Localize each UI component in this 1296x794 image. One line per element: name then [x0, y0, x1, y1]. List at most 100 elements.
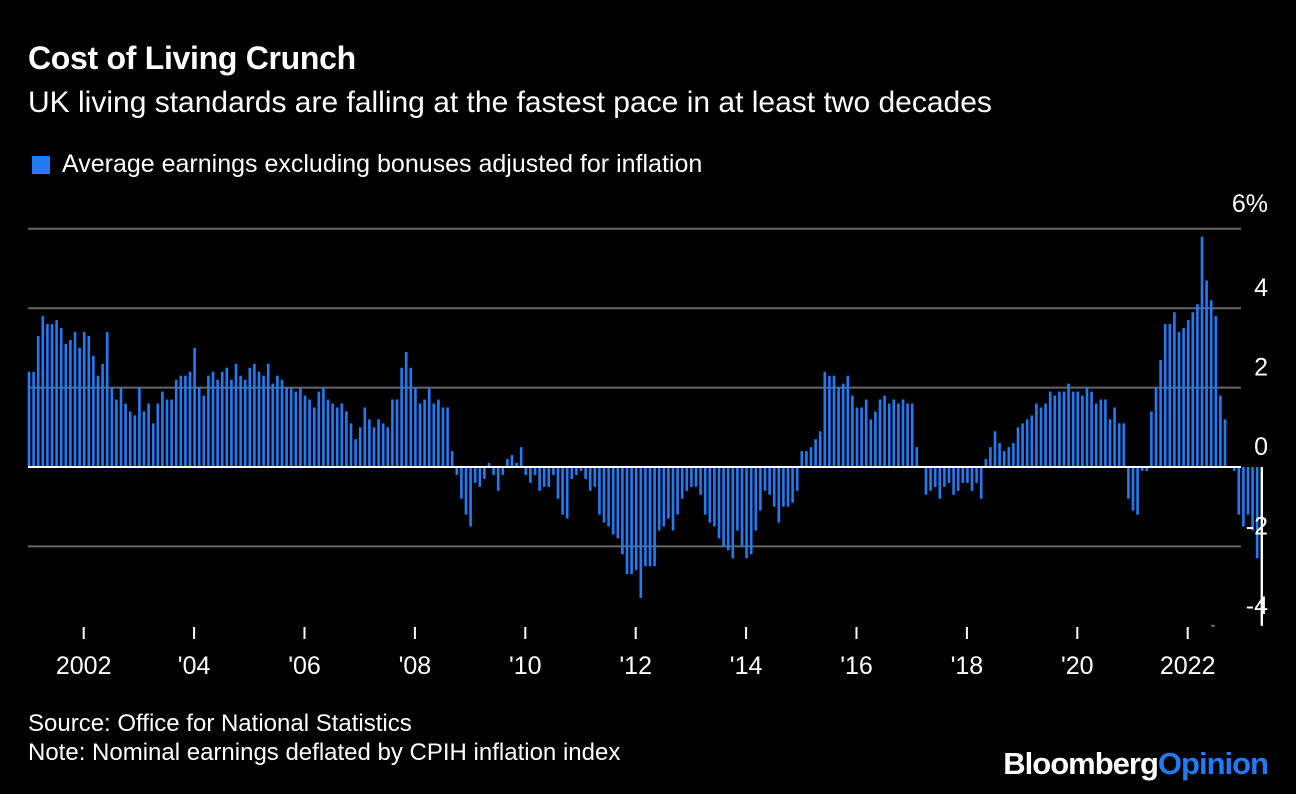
bar [1094, 403, 1098, 467]
bar [745, 467, 748, 559]
bar [59, 328, 63, 467]
bar [27, 371, 31, 467]
bar [285, 387, 288, 467]
bar [317, 391, 321, 467]
bar [676, 467, 679, 515]
bar [381, 423, 385, 467]
bar [331, 403, 334, 467]
bar [552, 467, 555, 475]
bar [639, 467, 643, 599]
bar [1260, 467, 1263, 626]
bar [455, 467, 459, 475]
bar [1122, 423, 1126, 467]
bar [1196, 304, 1199, 467]
x-tick-label: '14 [730, 652, 763, 680]
bar [694, 467, 698, 487]
bar [1104, 399, 1107, 467]
bar [529, 467, 532, 483]
bar [207, 375, 210, 467]
bar [736, 467, 739, 531]
bar [1219, 395, 1222, 467]
bar [1090, 391, 1093, 467]
bar [46, 324, 49, 467]
bar [1242, 467, 1245, 527]
bar [1117, 423, 1121, 467]
bar [966, 467, 969, 483]
bar [427, 387, 431, 467]
bar [1002, 451, 1006, 467]
bar [1108, 419, 1112, 467]
bar [933, 467, 937, 487]
bar [818, 431, 822, 467]
bar [519, 447, 523, 467]
bar [322, 387, 325, 467]
bar [814, 439, 817, 467]
bar [188, 371, 192, 467]
bar [266, 363, 270, 467]
bar [487, 463, 491, 467]
bar [671, 467, 675, 531]
bar [184, 375, 187, 467]
bar [1223, 419, 1227, 467]
bar [575, 467, 578, 475]
bar [607, 467, 610, 527]
bar [874, 411, 877, 467]
bar [602, 467, 606, 523]
bar [1168, 324, 1172, 467]
y-tick-label: 0 [1254, 433, 1268, 461]
bar [32, 371, 35, 467]
bar [653, 467, 656, 567]
brand-logo: BloombergOpinion [1003, 746, 1269, 782]
bar [943, 467, 946, 487]
bar [506, 459, 509, 467]
bar [41, 316, 45, 467]
bar [1136, 467, 1139, 515]
bar [1062, 391, 1066, 467]
bar [1154, 387, 1158, 467]
bar [138, 387, 141, 467]
bar [648, 467, 652, 567]
bar [791, 467, 794, 503]
bar [165, 399, 169, 467]
bar [225, 367, 229, 467]
bar [644, 467, 647, 567]
bar [1127, 467, 1130, 499]
bar [36, 335, 40, 467]
bar [349, 423, 353, 467]
bar [404, 351, 408, 467]
bar [515, 463, 518, 467]
bar [1159, 359, 1162, 467]
bar [929, 467, 932, 491]
bar [561, 467, 564, 515]
bar [731, 467, 735, 559]
bar [133, 415, 137, 467]
bar [464, 467, 468, 515]
bar [924, 467, 928, 495]
x-tick-label: '08 [399, 652, 432, 680]
bar [616, 467, 620, 539]
chart-subtitle: UK living standards are falling at the f… [28, 86, 992, 119]
bar [722, 467, 725, 547]
bar [335, 407, 339, 467]
bar [1140, 467, 1144, 471]
bar [1173, 312, 1176, 467]
bar [220, 371, 224, 467]
bar [1150, 411, 1153, 467]
bar [667, 467, 670, 519]
bar [174, 379, 178, 467]
bar [391, 399, 394, 467]
bar [588, 467, 592, 491]
bar [1113, 407, 1116, 467]
bar [161, 391, 164, 467]
bar [1053, 395, 1057, 467]
bar [1255, 467, 1259, 559]
bar [253, 363, 256, 467]
bar [496, 467, 500, 491]
bar [271, 383, 275, 467]
bar [289, 387, 293, 467]
bar [1200, 236, 1204, 467]
bar [101, 363, 104, 467]
bar [82, 332, 86, 467]
bar [851, 395, 854, 467]
